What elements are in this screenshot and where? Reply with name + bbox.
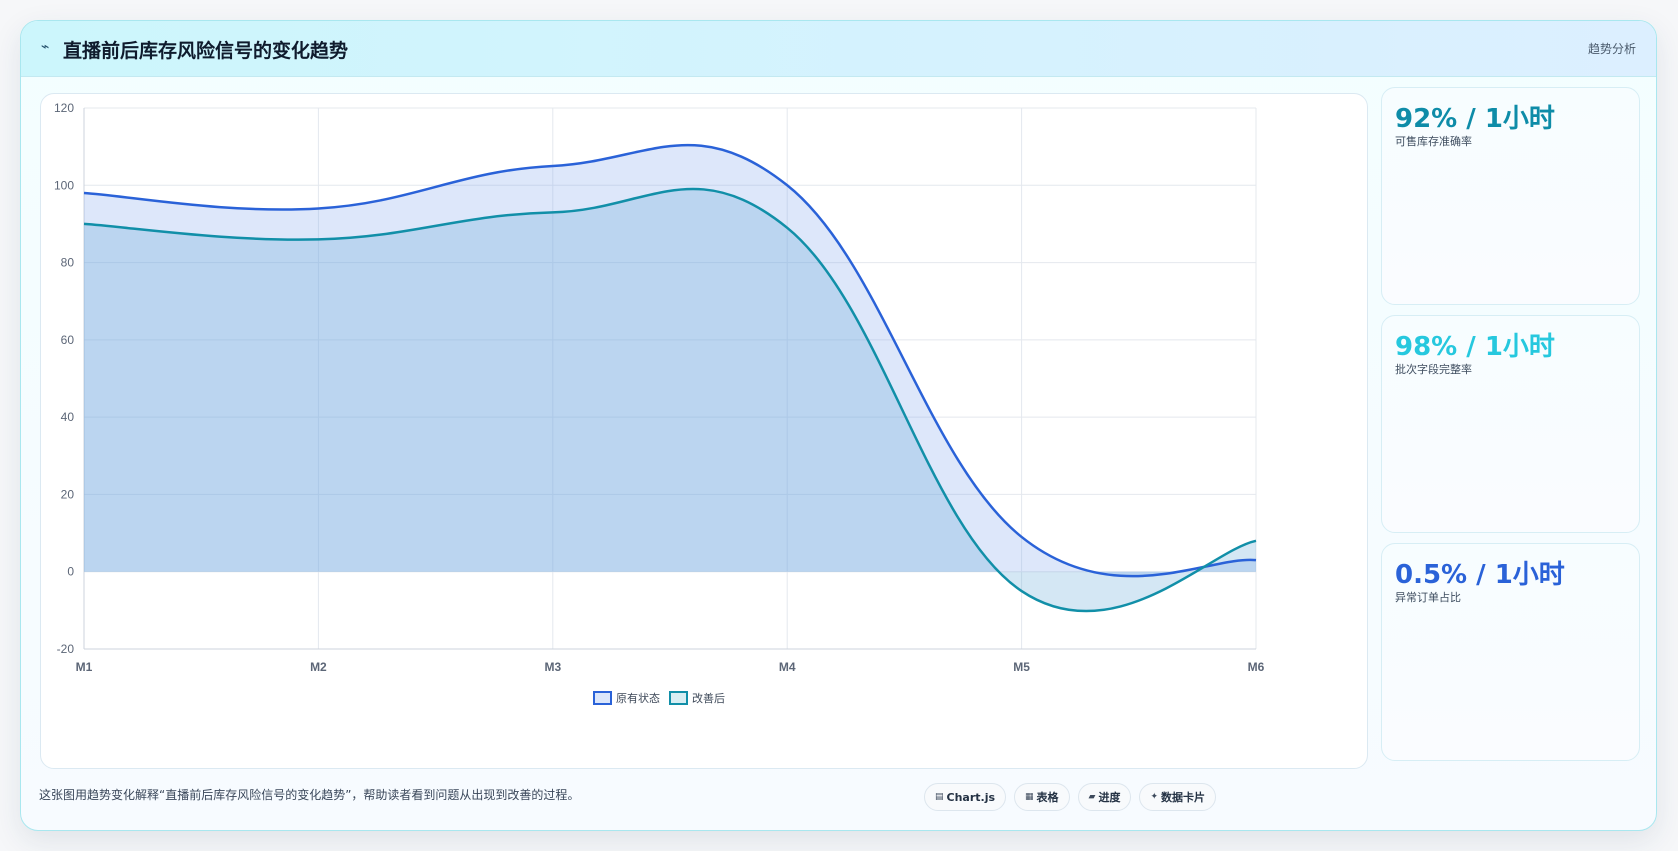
metric-label: 异常订单占比 — [1395, 591, 1461, 604]
chip-chartjs[interactable]: ▤ Chart.js — [924, 783, 1007, 811]
table-icon: ▦ — [1025, 792, 1034, 802]
card-header: ⌁ 直播前后库存风险信号的变化趋势 趋势分析 — [21, 21, 1656, 77]
progress-icon: ▰ — [1088, 792, 1096, 802]
card-icon: ✦ — [1150, 792, 1159, 802]
pulse-icon: ⌁ — [41, 39, 50, 55]
feature-chips: ▤ Chart.js ▦ 表格 ▰ 进度 ✦ 数据卡片 — [924, 783, 1217, 811]
chart-panel: -20 0 20 40 60 80 100 120 M1 M2 M3 M4 M5 M6 原有状态 改善后 — [40, 93, 1368, 769]
chip-table[interactable]: ▦ 表格 — [1014, 783, 1070, 811]
legend-swatch — [593, 691, 612, 705]
x-tick-label: M1 — [76, 660, 93, 674]
legend-item-1: 原有状态 — [593, 691, 660, 705]
series-line-2 — [83, 187, 1257, 613]
metric-value: 92% / 1小时 — [1395, 104, 1555, 134]
series-line-1 — [83, 143, 1257, 578]
x-tick-label: M6 — [1248, 660, 1265, 674]
chart-icon: ▤ — [935, 792, 944, 802]
legend-label: 改善后 — [692, 691, 725, 705]
y-tick-label: -20 — [57, 642, 75, 656]
metric-label: 可售库存准确率 — [1395, 135, 1472, 148]
header-tag: 趋势分析 — [1587, 42, 1636, 56]
y-tick-label: 100 — [54, 178, 74, 192]
series-area-2 — [84, 188, 1256, 612]
y-tick-label: 0 — [67, 565, 74, 579]
y-tick-label: 40 — [61, 410, 75, 424]
metric-value: 0.5% / 1小时 — [1395, 560, 1565, 590]
metric-value: 98% / 1小时 — [1395, 332, 1555, 362]
metric-card-inventory-accuracy: 92% / 1小时 可售库存准确率 — [1381, 87, 1640, 305]
legend-item-2: 改善后 — [669, 691, 725, 705]
chip-progress[interactable]: ▰ 进度 — [1077, 783, 1132, 811]
dashboard-card: ⌁ 直播前后库存风险信号的变化趋势 趋势分析 -20 0 20 40 60 80 100 12… — [20, 20, 1657, 831]
chip-label: 数据卡片 — [1161, 791, 1206, 804]
metric-card-batch-completeness: 98% / 1小时 批次字段完整率 — [1381, 315, 1640, 533]
page-title: 直播前后库存风险信号的变化趋势 — [63, 40, 349, 62]
chip-label: 表格 — [1036, 791, 1059, 804]
trend-chart: -20 0 20 40 60 80 100 120 M1 M2 M3 M4 M5 M6 原有状态 改善后 — [54, 101, 1265, 705]
metric-label: 批次字段完整率 — [1395, 363, 1472, 376]
legend-label: 原有状态 — [616, 691, 660, 705]
y-tick-label: 120 — [54, 101, 74, 115]
y-tick-label: 80 — [61, 256, 75, 270]
y-tick-label: 60 — [61, 333, 75, 347]
legend-swatch — [669, 691, 688, 705]
chip-label: 进度 — [1098, 791, 1121, 804]
metric-card-abnormal-orders: 0.5% / 1小时 异常订单占比 — [1381, 543, 1640, 761]
chip-label: Chart.js — [946, 790, 996, 804]
x-tick-label: M2 — [310, 660, 327, 674]
chip-data-card[interactable]: ✦ 数据卡片 — [1139, 783, 1217, 811]
x-tick-label: M3 — [544, 660, 561, 674]
chart-description: 这张图用趋势变化解释“直播前后库存风险信号的变化趋势”，帮助读者看到问题从出现到… — [39, 788, 580, 802]
y-tick-label: 20 — [61, 487, 75, 501]
x-tick-label: M4 — [779, 660, 796, 674]
x-tick-label: M5 — [1013, 660, 1030, 674]
